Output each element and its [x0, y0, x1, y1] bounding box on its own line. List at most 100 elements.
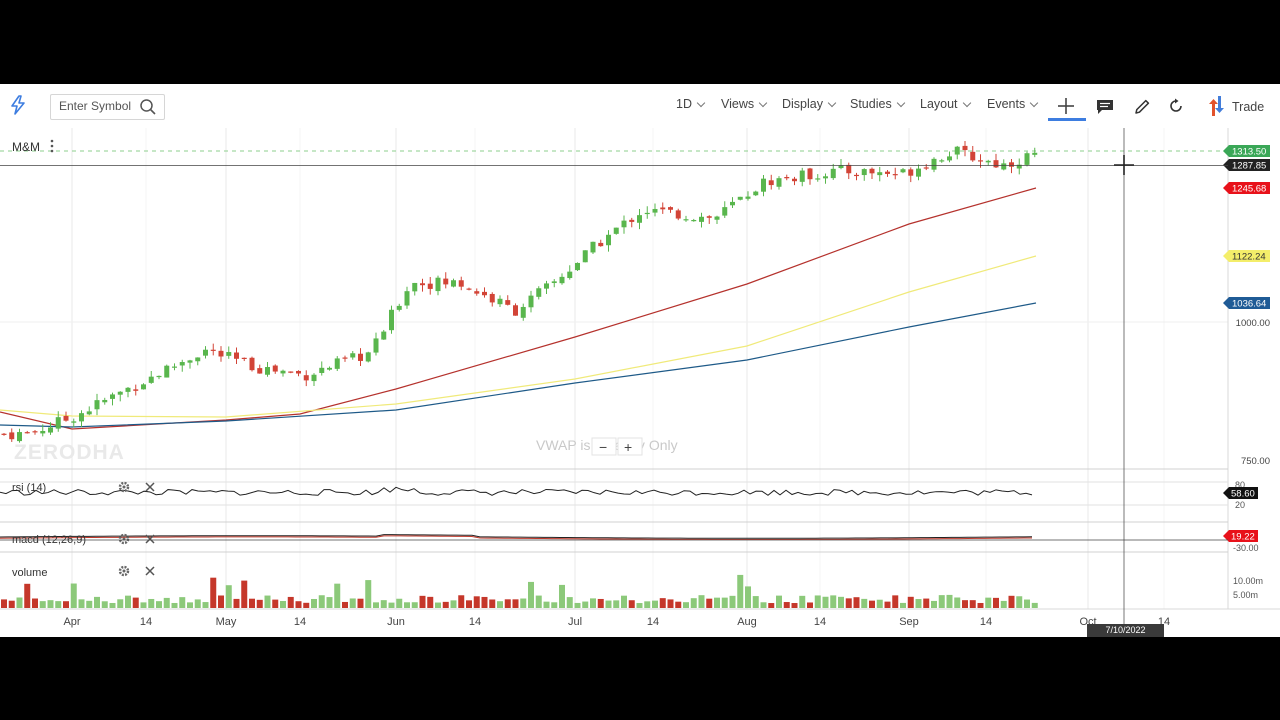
candle	[761, 178, 766, 192]
candle	[582, 250, 588, 263]
volume-bar	[659, 598, 666, 608]
price-tag-label: 1287.85	[1232, 161, 1266, 172]
interval-select[interactable]: 1D	[676, 97, 706, 111]
volume-bar	[225, 585, 232, 608]
candle	[900, 169, 906, 173]
menu-studies[interactable]: Studies	[850, 97, 905, 111]
zoom-out-button[interactable]: −	[599, 439, 607, 455]
gear-icon[interactable]	[118, 481, 130, 493]
volume-bar	[86, 600, 93, 608]
volume-bar	[210, 577, 217, 608]
close-icon[interactable]	[145, 566, 155, 576]
volume-bar	[419, 595, 426, 608]
candle	[1009, 162, 1014, 167]
candle	[156, 375, 162, 378]
trade-arrows-icon[interactable]	[1207, 94, 1225, 123]
volume-bar	[760, 602, 767, 608]
moving-average-line	[0, 302, 1037, 428]
close-icon[interactable]	[145, 482, 155, 492]
candle	[892, 174, 898, 176]
volume-bar	[16, 597, 23, 608]
candle	[923, 167, 929, 169]
candle	[32, 431, 38, 433]
candle	[365, 352, 371, 362]
macd-value-tag	[1223, 530, 1258, 542]
study-panels	[0, 481, 1228, 540]
candle	[947, 156, 952, 161]
crosshair-tool-icon[interactable]	[1058, 98, 1074, 119]
gear-icon[interactable]	[118, 565, 130, 577]
candle	[48, 427, 53, 433]
volume-bar	[187, 602, 193, 608]
volume-bar	[628, 600, 635, 608]
menu-views-label: Views	[721, 97, 755, 111]
candle	[978, 160, 983, 162]
menu-layout[interactable]: Layout	[920, 97, 971, 111]
candle	[133, 389, 139, 391]
menu-events[interactable]: Events	[987, 97, 1039, 111]
rsi-value-label: 58.60	[1231, 489, 1255, 500]
candle	[303, 375, 309, 381]
candle	[1016, 164, 1022, 169]
price-tag	[1223, 159, 1270, 171]
candle	[234, 352, 239, 359]
volume-bar	[63, 601, 69, 608]
volume-bar	[47, 600, 54, 608]
crosshair	[0, 128, 1228, 624]
volume-label: volume	[12, 567, 47, 579]
candle	[621, 220, 627, 228]
x-tick-label: Jun	[387, 616, 405, 628]
refresh-icon[interactable]	[1168, 98, 1184, 119]
close-icon[interactable]	[145, 534, 155, 544]
trade-button[interactable]: Trade	[1232, 100, 1265, 114]
volume-bar	[962, 600, 968, 608]
candle	[474, 291, 480, 294]
toolbar: 1D Views Display Studies Layout Events T…	[0, 84, 1280, 128]
candle	[807, 168, 813, 180]
volume-bar	[993, 597, 999, 608]
volume-bar	[721, 597, 728, 608]
volume-bar	[884, 601, 891, 608]
volume-bar	[745, 586, 751, 608]
candle	[931, 158, 937, 170]
candle	[613, 227, 619, 234]
candle	[637, 215, 642, 223]
symbol-search[interactable]	[50, 94, 165, 120]
candle	[17, 432, 22, 442]
symbol-menu-icon[interactable]	[50, 139, 54, 153]
menu-views[interactable]: Views	[721, 97, 768, 111]
candle	[590, 241, 596, 253]
macd-line	[0, 534, 1033, 539]
candle	[102, 399, 108, 403]
symbol-input[interactable]	[59, 98, 135, 114]
candle	[536, 288, 542, 297]
volume-bar	[194, 599, 201, 608]
candle	[451, 280, 456, 287]
volume-bar	[822, 596, 829, 608]
candle	[962, 145, 968, 151]
lightning-icon[interactable]	[9, 95, 27, 120]
menu-display[interactable]: Display	[782, 97, 837, 111]
volume-bar	[156, 601, 162, 608]
search-icon[interactable]	[139, 98, 157, 121]
candle	[148, 376, 154, 383]
candle	[288, 371, 294, 373]
volume-bar	[326, 597, 333, 608]
comment-icon[interactable]	[1096, 99, 1114, 120]
volume-bar	[380, 600, 387, 608]
chart-canvas[interactable]: ZERODHA Apr 14 May 14 Jun 14 Jul 14 Aug 14 Sep 14 Oc…	[0, 84, 1280, 637]
pencil-draw-icon[interactable]	[1133, 98, 1151, 121]
volume-bar	[318, 595, 325, 608]
volume-bar	[535, 595, 542, 608]
volume-bar	[900, 602, 906, 608]
zoom-in-button[interactable]: +	[624, 439, 632, 455]
candle	[660, 207, 666, 210]
volume-bar	[590, 598, 596, 608]
volume-bar	[233, 598, 240, 608]
candle	[854, 174, 859, 177]
candle	[846, 164, 852, 174]
candle	[195, 357, 201, 362]
volume-bar	[163, 597, 170, 608]
volume-bar	[473, 596, 480, 608]
volume-bar	[582, 601, 589, 608]
